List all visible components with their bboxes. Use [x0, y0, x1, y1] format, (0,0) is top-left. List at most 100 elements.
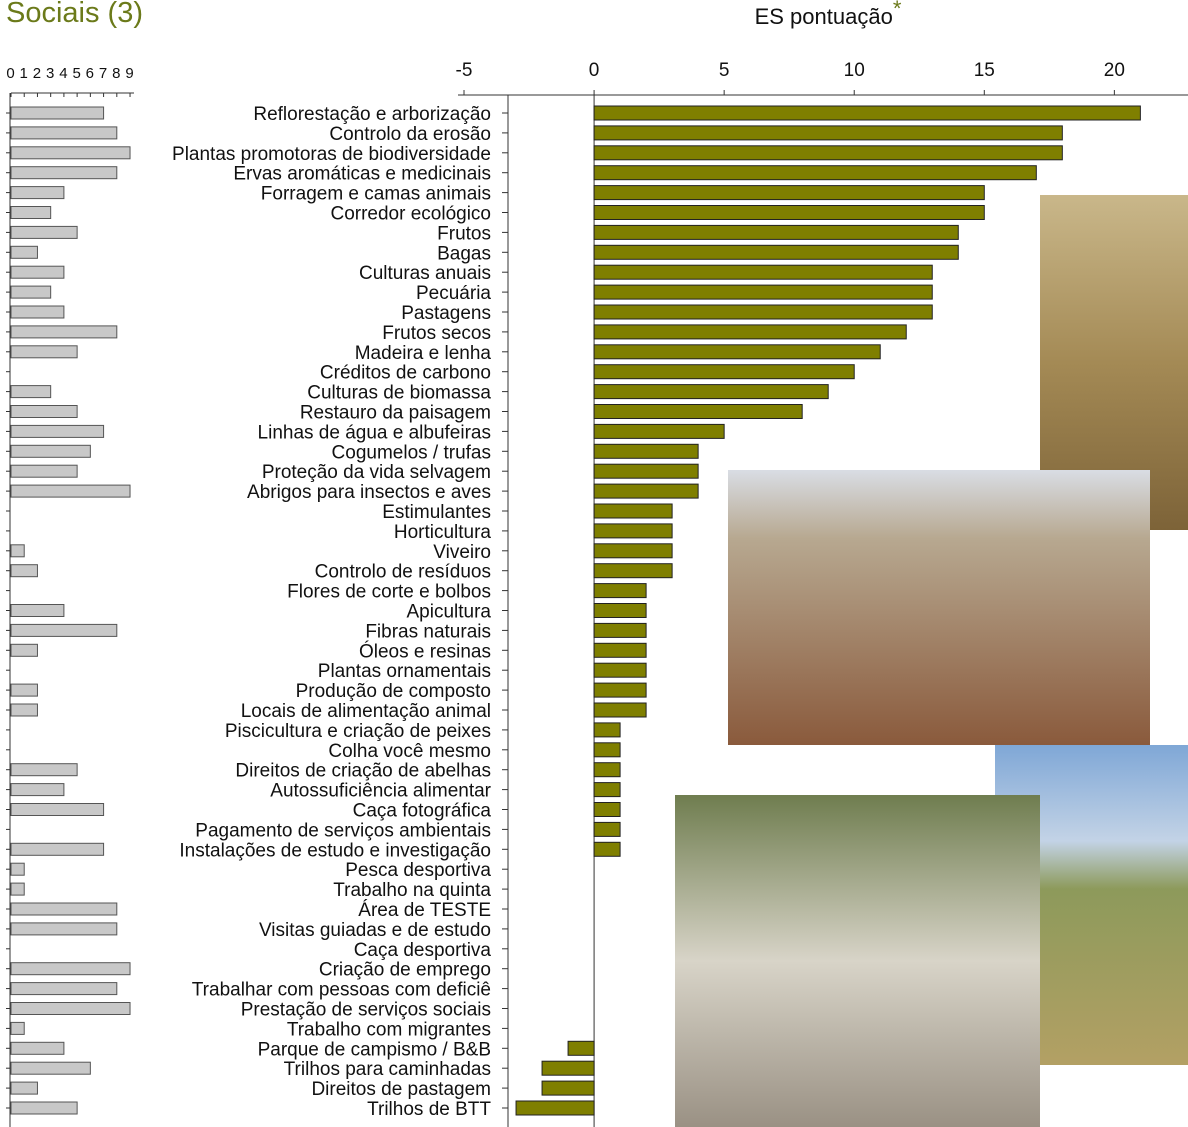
category-label: Trilhos de BTT: [367, 1099, 491, 1120]
category-label: Linhas de água e albufeiras: [258, 422, 491, 443]
category-label: Frutos secos: [382, 323, 491, 344]
bar: [593, 165, 1037, 181]
bar: [10, 424, 105, 438]
bar: [593, 185, 985, 201]
bar: [10, 245, 38, 259]
bar: [10, 464, 78, 478]
bar: [10, 405, 78, 418]
category-label: Locais de alimentação animal: [241, 701, 491, 722]
bar: [593, 821, 621, 837]
bar: [10, 126, 118, 140]
bar: [593, 264, 933, 280]
x-tick-label: 5: [719, 60, 730, 81]
category-label: Produção de composto: [296, 681, 491, 702]
bar: [593, 284, 933, 300]
bar: [593, 364, 855, 380]
bar: [10, 703, 38, 717]
category-label: Forragem e camas animais: [261, 184, 491, 205]
x-tick-label: 3: [46, 65, 55, 82]
bar: [10, 385, 52, 399]
bar: [10, 544, 25, 558]
bar: [10, 763, 78, 777]
bar: [593, 384, 829, 400]
bar: [10, 305, 65, 319]
category-label: Cogumelos / trufas: [332, 442, 491, 463]
bar: [593, 205, 985, 220]
bar: [593, 125, 1063, 141]
category-label: Créditos de carbono: [320, 363, 491, 384]
bar: [10, 643, 38, 657]
bar: [10, 1002, 131, 1015]
category-label: Culturas de biomassa: [307, 383, 491, 404]
bar: [10, 1081, 38, 1095]
bar: [593, 304, 933, 320]
category-label: Controlo de resíduos: [315, 562, 491, 583]
category-label: Estimulantes: [382, 502, 491, 523]
category-label: Direitos de pastagem: [311, 1079, 491, 1100]
bar: [10, 962, 131, 976]
bar: [10, 345, 78, 359]
bar: [593, 583, 647, 599]
category-label: Frutos: [437, 223, 491, 244]
chart-title: ES pontuação*: [755, 0, 902, 29]
category-label: Pagamento de serviços ambientais: [195, 820, 491, 841]
category-label: Culturas anuais: [359, 263, 491, 284]
category-label: Caça desportiva: [354, 940, 492, 961]
category-label: Proteção da vida selvagem: [262, 462, 491, 483]
category-label: Colha você mesmo: [328, 741, 491, 762]
bar: [10, 206, 52, 219]
category-label: Direitos de criação de abelhas: [235, 761, 491, 782]
bar: [593, 543, 673, 559]
category-label: Madeira e lenha: [355, 343, 492, 364]
x-tick-label: -5: [456, 60, 473, 81]
bar: [10, 285, 52, 299]
bar: [10, 444, 91, 458]
bar: [10, 225, 78, 239]
chart-title: Sociais (3): [6, 0, 143, 29]
x-tick-label: 15: [974, 60, 995, 81]
bar: [593, 224, 959, 240]
bar: [10, 862, 25, 876]
category-label: Fibras naturais: [365, 621, 491, 642]
bar: [593, 503, 673, 519]
bar: [10, 106, 105, 120]
category-label: Visitas guiadas e de estudo: [259, 920, 491, 941]
x-tick-label: 5: [72, 65, 81, 82]
bar: [541, 1080, 595, 1096]
category-label: Apicultura: [407, 602, 492, 623]
bar: [593, 662, 647, 678]
bar: [593, 324, 907, 340]
bar: [593, 722, 621, 738]
bar: [593, 145, 1063, 161]
bar: [593, 762, 621, 778]
bar: [10, 265, 65, 279]
bar: [10, 186, 65, 200]
category-label: Pesca desportiva: [345, 860, 491, 881]
bar: [593, 702, 647, 718]
x-tick-label: 1: [20, 65, 29, 82]
category-label: Parque de campismo / B&B: [258, 1039, 491, 1060]
x-tick-label: 7: [99, 65, 108, 82]
photo-collage: [675, 195, 1188, 1127]
bar: [593, 404, 803, 419]
category-label: Controlo da erosão: [329, 124, 491, 145]
category-label: Plantas promotoras de biodiversidade: [172, 144, 491, 165]
x-tick-label: 0: [6, 65, 15, 82]
x-tick-label: 8: [112, 65, 121, 82]
bar: [10, 882, 25, 896]
category-label: Óleos e resinas: [359, 640, 491, 662]
x-tick-label: 2: [33, 65, 42, 82]
category-label: Piscicultura e criação de peixes: [225, 721, 491, 742]
plot-area: Sociais (3)0 1 2 3 4 5 6 7 8 9ES pontuação*-5 0 5 10…: [6, 0, 1188, 1127]
bar: [593, 642, 647, 658]
category-label: Abrigos para insectos e aves: [247, 482, 491, 503]
bar: [593, 782, 621, 798]
category-label: Trabalho com migrantes: [287, 1019, 491, 1040]
bar: [10, 1041, 65, 1055]
category-label: Trabalho na quinta: [333, 880, 491, 901]
category-label: Flores de corte e bolbos: [287, 582, 491, 603]
bar: [593, 523, 673, 539]
bar: [10, 842, 105, 856]
title-marker: *: [893, 0, 902, 21]
